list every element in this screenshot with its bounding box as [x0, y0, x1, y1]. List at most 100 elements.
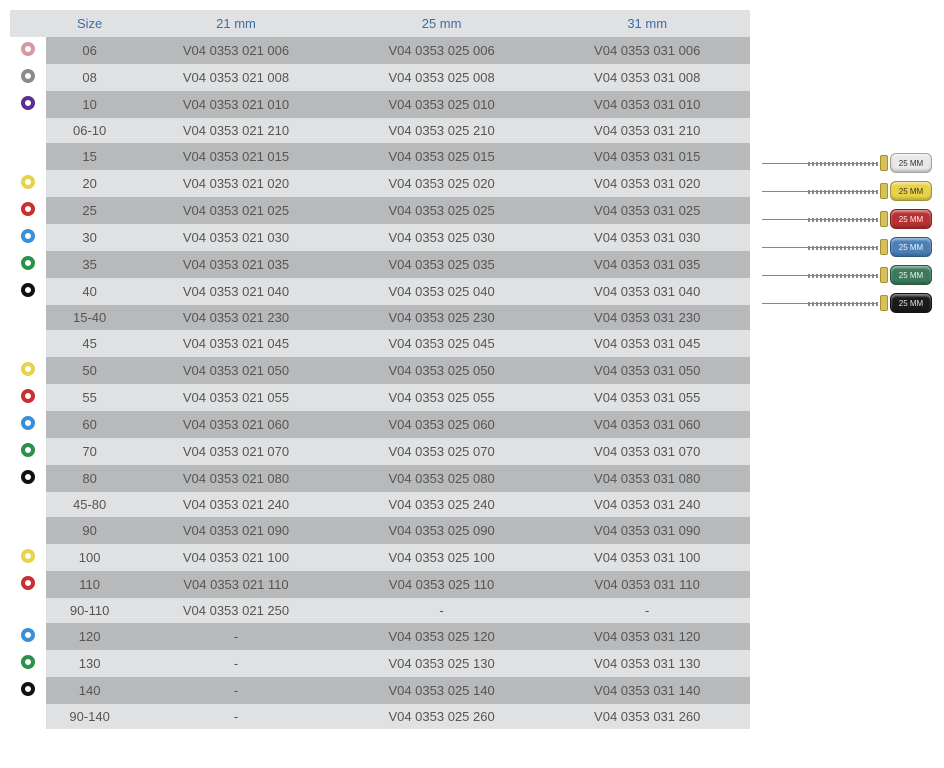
- cell-size: 08: [46, 64, 133, 91]
- cell-c25: V04 0353 025 230: [339, 305, 545, 330]
- table-row: 15-40V04 0353 021 230V04 0353 025 230V04…: [10, 305, 750, 330]
- cell-c25: V04 0353 025 045: [339, 330, 545, 357]
- file-instrument: 25 MM: [762, 234, 932, 260]
- file-handle: 25 MM: [890, 265, 932, 285]
- cell-c31: V04 0353 031 045: [544, 330, 750, 357]
- cell-size: 140: [46, 677, 133, 704]
- cell-c21: V04 0353 021 080: [133, 465, 339, 492]
- size-ring-icon: [21, 96, 35, 110]
- size-ring-icon: [21, 229, 35, 243]
- row-icon-cell: [10, 251, 46, 278]
- cell-c25: V04 0353 025 210: [339, 118, 545, 143]
- cell-c21: V04 0353 021 008: [133, 64, 339, 91]
- cell-c25: V04 0353 025 140: [339, 677, 545, 704]
- size-ring-icon: [21, 256, 35, 270]
- cell-c31: V04 0353 031 090: [544, 517, 750, 544]
- size-ring-icon: [21, 362, 35, 376]
- table-row: 60V04 0353 021 060V04 0353 025 060V04 03…: [10, 411, 750, 438]
- cell-c21: V04 0353 021 010: [133, 91, 339, 118]
- file-instrument: 25 MM: [762, 206, 932, 232]
- size-ring-icon: [21, 682, 35, 696]
- cell-size: 90-110: [46, 598, 133, 623]
- size-ring-icon: [21, 655, 35, 669]
- cell-c21: V04 0353 021 030: [133, 224, 339, 251]
- size-ring-icon: [21, 389, 35, 403]
- size-ring-icon: [21, 628, 35, 642]
- file-shaft: [762, 303, 878, 304]
- cell-c21: V04 0353 021 250: [133, 598, 339, 623]
- table-row: 90-110V04 0353 021 250--: [10, 598, 750, 623]
- cell-size: 45-80: [46, 492, 133, 517]
- cell-c31: V04 0353 031 030: [544, 224, 750, 251]
- cell-size: 06: [46, 37, 133, 64]
- table-row: 80V04 0353 021 080V04 0353 025 080V04 03…: [10, 465, 750, 492]
- cell-c31: V04 0353 031 070: [544, 438, 750, 465]
- row-icon-cell: [10, 677, 46, 704]
- table-row: 90-140-V04 0353 025 260V04 0353 031 260: [10, 704, 750, 729]
- cell-c31: V04 0353 031 020: [544, 170, 750, 197]
- cell-c25: V04 0353 025 120: [339, 623, 545, 650]
- cell-c21: V04 0353 021 210: [133, 118, 339, 143]
- cell-c25: V04 0353 025 025: [339, 197, 545, 224]
- table-row: 06V04 0353 021 006V04 0353 025 006V04 03…: [10, 37, 750, 64]
- table-row: 100V04 0353 021 100V04 0353 025 100V04 0…: [10, 544, 750, 571]
- cell-c21: -: [133, 704, 339, 729]
- cell-size: 20: [46, 170, 133, 197]
- row-icon-cell: [10, 170, 46, 197]
- file-collar: [880, 267, 888, 283]
- size-ring-icon: [21, 335, 35, 349]
- cell-c25: V04 0353 025 040: [339, 278, 545, 305]
- file-handle: 25 MM: [890, 237, 932, 257]
- size-ring-icon: [21, 175, 35, 189]
- table-row: 08V04 0353 021 008V04 0353 025 008V04 03…: [10, 64, 750, 91]
- file-instrument: 25 MM: [762, 150, 932, 176]
- table-row: 15V04 0353 021 015V04 0353 025 015V04 03…: [10, 143, 750, 170]
- file-instrument: 25 MM: [762, 290, 932, 316]
- row-icon-cell: [10, 278, 46, 305]
- cell-c21: V04 0353 021 100: [133, 544, 339, 571]
- cell-c21: V04 0353 021 025: [133, 197, 339, 224]
- row-icon-cell: [10, 650, 46, 677]
- cell-size: 35: [46, 251, 133, 278]
- header-31mm: 31 mm: [544, 10, 750, 37]
- cell-c21: V04 0353 021 020: [133, 170, 339, 197]
- table-row: 20V04 0353 021 020V04 0353 025 020V04 03…: [10, 170, 750, 197]
- file-instrument: 25 MM: [762, 262, 932, 288]
- table-row: 30V04 0353 021 030V04 0353 025 030V04 03…: [10, 224, 750, 251]
- cell-c31: V04 0353 031 006: [544, 37, 750, 64]
- file-shaft: [762, 275, 878, 276]
- cell-c25: V04 0353 025 100: [339, 544, 545, 571]
- row-icon-cell: [10, 305, 46, 330]
- cell-c31: V04 0353 031 050: [544, 357, 750, 384]
- file-shaft: [762, 163, 878, 164]
- cell-c31: V04 0353 031 260: [544, 704, 750, 729]
- cell-size: 55: [46, 384, 133, 411]
- file-shaft: [762, 247, 878, 248]
- table-row: 110V04 0353 021 110V04 0353 025 110V04 0…: [10, 571, 750, 598]
- cell-c31: V04 0353 031 060: [544, 411, 750, 438]
- cell-c31: V04 0353 031 080: [544, 465, 750, 492]
- cell-c25: -: [339, 598, 545, 623]
- table-row: 70V04 0353 021 070V04 0353 025 070V04 03…: [10, 438, 750, 465]
- cell-size: 90: [46, 517, 133, 544]
- cell-size: 130: [46, 650, 133, 677]
- header-21mm: 21 mm: [133, 10, 339, 37]
- table-row: 55V04 0353 021 055V04 0353 025 055V04 03…: [10, 384, 750, 411]
- file-instrument: 25 MM: [762, 178, 932, 204]
- header-25mm: 25 mm: [339, 10, 545, 37]
- cell-c25: V04 0353 025 020: [339, 170, 545, 197]
- row-icon-cell: [10, 544, 46, 571]
- row-icon-cell: [10, 598, 46, 623]
- cell-c25: V04 0353 025 030: [339, 224, 545, 251]
- cell-c25: V04 0353 025 070: [339, 438, 545, 465]
- row-icon-cell: [10, 197, 46, 224]
- table-row: 140-V04 0353 025 140V04 0353 031 140: [10, 677, 750, 704]
- table-row: 06-10V04 0353 021 210V04 0353 025 210V04…: [10, 118, 750, 143]
- cell-size: 15-40: [46, 305, 133, 330]
- cell-c31: V04 0353 031 230: [544, 305, 750, 330]
- cell-c31: V04 0353 031 008: [544, 64, 750, 91]
- cell-c25: V04 0353 025 090: [339, 517, 545, 544]
- file-collar: [880, 239, 888, 255]
- table-row: 25V04 0353 021 025V04 0353 025 025V04 03…: [10, 197, 750, 224]
- cell-c31: V04 0353 031 025: [544, 197, 750, 224]
